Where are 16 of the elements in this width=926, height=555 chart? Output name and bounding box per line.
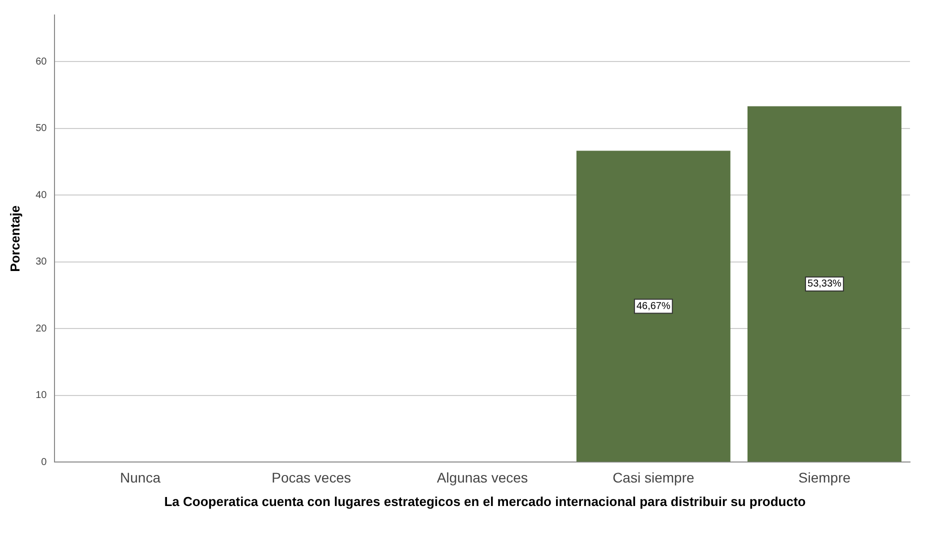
- x-tick-label: Nunca: [120, 469, 161, 486]
- y-tick-label: 60: [36, 56, 48, 68]
- y-tick-label: 10: [36, 390, 48, 402]
- x-axis-title: La Cooperatica cuenta con lugares estrategicos en el mercado internacional para distribuir su producto: [163, 494, 807, 509]
- y-tick-label: 20: [36, 323, 48, 334]
- data-label: 46,67%: [636, 300, 670, 312]
- x-tick-label: Pocas veces: [272, 469, 351, 486]
- data-label: 53,33%: [808, 278, 842, 290]
- y-tick-label: 50: [36, 123, 48, 134]
- y-axis-title: Porcentaje: [7, 205, 22, 272]
- y-tick-label: 0: [41, 456, 48, 468]
- x-tick-label: Algunas veces: [436, 469, 528, 486]
- x-tick-label: Casi siempre: [612, 469, 694, 486]
- y-tick-label: 40: [36, 190, 48, 201]
- x-tick-label: Siempre: [798, 469, 851, 486]
- y-tick-label: 30: [36, 256, 48, 268]
